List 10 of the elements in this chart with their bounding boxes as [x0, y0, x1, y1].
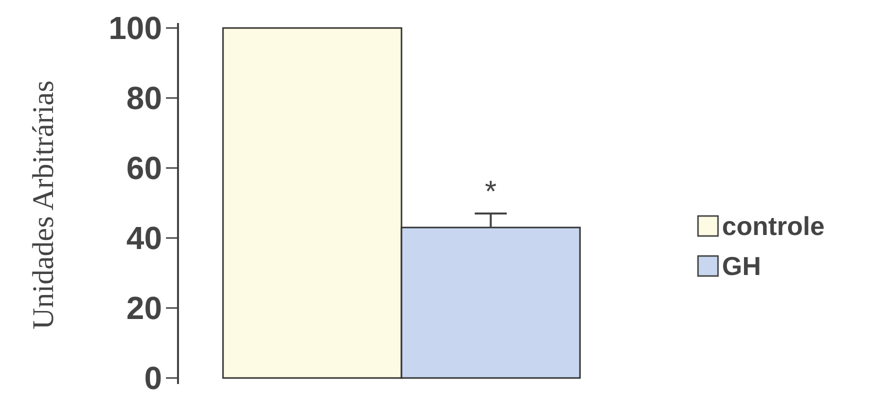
- y-tick-label: 80: [126, 80, 162, 116]
- y-tick-label: 100: [108, 10, 162, 46]
- y-tick-label: 40: [126, 220, 162, 256]
- y-axis-title: Unidades Arbitrárias: [27, 80, 60, 330]
- y-tick-label: 0: [144, 360, 162, 396]
- annotation: *: [484, 176, 497, 208]
- y-tick-label: 20: [126, 290, 162, 326]
- legend-label: GH: [722, 251, 761, 281]
- y-tick-label: 60: [126, 150, 162, 186]
- legend-label: controle: [722, 211, 825, 241]
